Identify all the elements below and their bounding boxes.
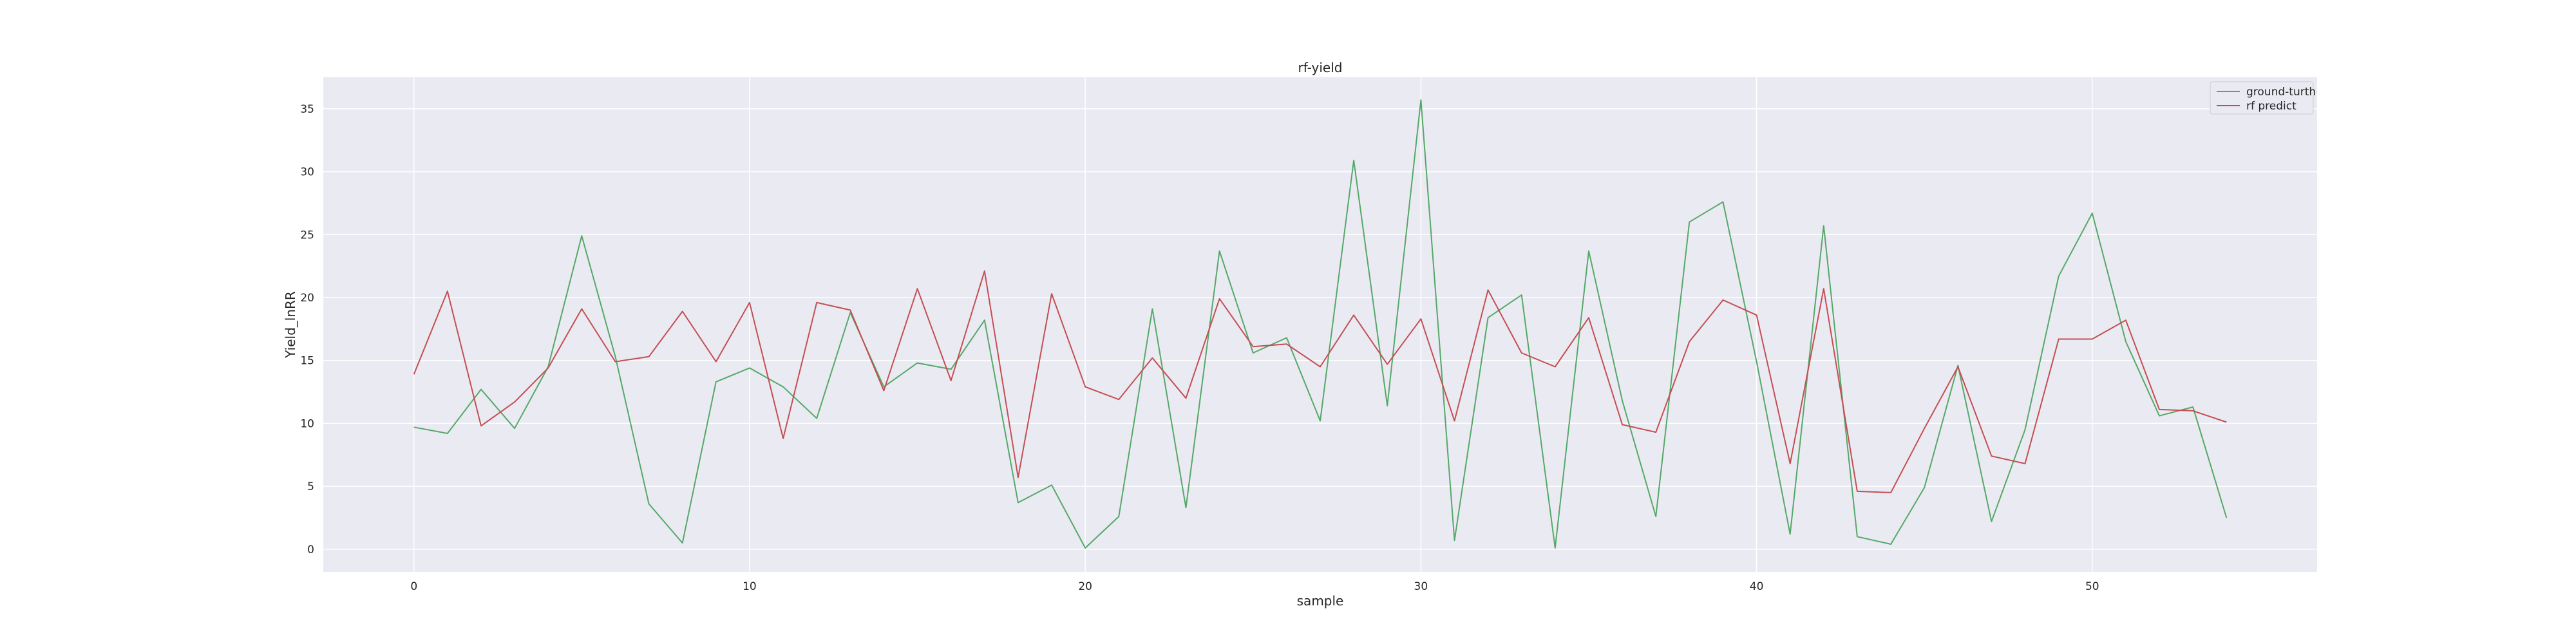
x-tick-label: 50 xyxy=(2085,580,2099,593)
grid-lines xyxy=(323,77,2317,572)
legend: ground-turth rf predict xyxy=(2210,81,2316,115)
x-tick-label: 40 xyxy=(1750,580,1764,593)
series-lines xyxy=(413,99,2228,549)
y-tick-label: 20 xyxy=(300,292,314,305)
x-tick-labels: 0 10 20 30 40 50 xyxy=(410,580,2099,593)
x-tick-label: 0 xyxy=(410,580,417,593)
legend-label-ground-turth: ground-turth xyxy=(2246,86,2316,99)
x-tick-label: 10 xyxy=(743,580,757,593)
y-tick-label: 0 xyxy=(307,544,314,556)
plot-background xyxy=(323,77,2317,572)
y-axis-label: Yield_lnRR xyxy=(283,291,298,359)
legend-label-rf-predict: rf predict xyxy=(2246,100,2297,113)
y-tick-label: 10 xyxy=(300,417,314,430)
series-line-ground-turth xyxy=(413,99,2228,549)
x-tick-label: 30 xyxy=(1414,580,1428,593)
y-tick-label: 30 xyxy=(300,166,314,179)
series-line-rf-predict xyxy=(413,270,2227,493)
x-tick-label: 20 xyxy=(1078,580,1092,593)
y-tick-label: 25 xyxy=(300,229,314,242)
y-tick-label: 5 xyxy=(307,480,314,493)
chart-title: rf-yield xyxy=(1298,60,1343,75)
y-tick-label: 15 xyxy=(300,355,314,368)
x-axis-label: sample xyxy=(1297,593,1344,609)
y-tick-labels: 0 5 10 15 20 25 30 35 xyxy=(300,103,314,556)
y-tick-label: 35 xyxy=(300,103,314,116)
